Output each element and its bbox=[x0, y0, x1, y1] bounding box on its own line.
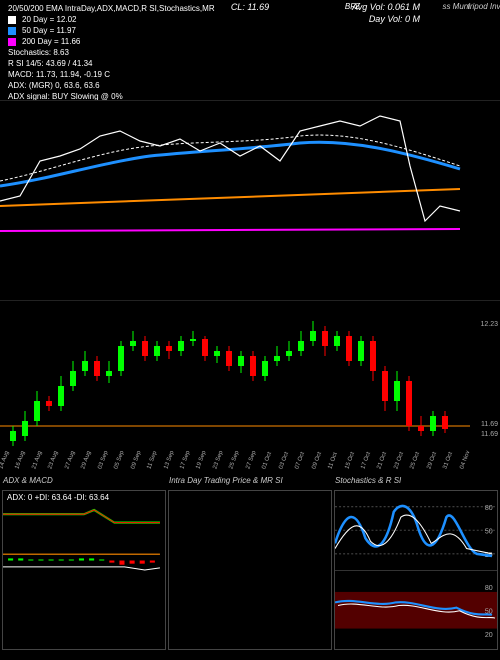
x-tick: 27 Sep bbox=[245, 467, 251, 470]
ema50-label: 50 Day = 11.97 bbox=[22, 26, 76, 35]
svg-text:80: 80 bbox=[485, 582, 493, 591]
more-text: ss Muni bbox=[442, 2, 470, 11]
x-tick: 03 Oct bbox=[278, 467, 284, 470]
rsi-label: R SI 14/5: 43.69 / 41.34 bbox=[8, 59, 93, 68]
x-tick: 05 Sep bbox=[114, 467, 120, 470]
x-tick: 25 Oct bbox=[410, 467, 416, 470]
y-tick: 12.23 bbox=[480, 321, 498, 328]
header-block: 20/50/200 EMA IntraDay,ADX,MACD,R SI,Sto… bbox=[0, 0, 500, 107]
ema20-label: 20 Day = 12.02 bbox=[22, 15, 76, 24]
close-price: CL: 11.69 bbox=[231, 2, 269, 12]
x-tick: 11 Sep bbox=[146, 467, 152, 470]
x-tick: 09 Oct bbox=[311, 467, 317, 470]
svg-text:20: 20 bbox=[485, 629, 493, 638]
x-tick: 09 Sep bbox=[130, 467, 136, 470]
macd-label: MACD: 11.73, 11.94, -0.19 C bbox=[8, 70, 110, 79]
x-tick: 16 Aug bbox=[15, 467, 21, 470]
intra-title: Intra Day Trading Price & MR SI bbox=[169, 476, 283, 485]
ema200-label: 200 Day = 11.66 bbox=[22, 37, 80, 46]
rsi-subchart: 205080 bbox=[335, 571, 497, 650]
y-tick: 11.69 bbox=[481, 421, 498, 428]
x-tick: 23 Sep bbox=[212, 467, 218, 470]
x-tick: 03 Sep bbox=[97, 467, 103, 470]
ema20-swatch bbox=[8, 16, 16, 24]
ema-chart bbox=[0, 100, 500, 260]
x-tick: 21 Oct bbox=[377, 467, 383, 470]
adx-title: ADX & MACD bbox=[3, 476, 53, 485]
x-tick: 31 Oct bbox=[443, 467, 449, 470]
x-axis: 14 Aug 16 Aug 21 Aug 23 Aug 27 Aug 29 Aug 03 S… bbox=[0, 464, 470, 470]
svg-text:80: 80 bbox=[485, 503, 493, 512]
x-tick: 17 Sep bbox=[179, 467, 185, 470]
stoch-rsi-panel: Stochastics & R SI 205080 205080 bbox=[334, 490, 498, 650]
y-tick: 11.69 bbox=[481, 431, 498, 438]
title-left: 20/50/200 EMA IntraDay,ADX,MACD,R SI,Sto… bbox=[8, 4, 215, 13]
x-tick: 17 Oct bbox=[360, 467, 366, 470]
x-tick: 15 Oct bbox=[344, 467, 350, 470]
stoch-subchart: 205080 bbox=[335, 491, 497, 571]
stoch-title: Stochastics & R SI bbox=[335, 476, 401, 485]
x-tick: 25 Sep bbox=[229, 467, 235, 470]
ema200-swatch bbox=[8, 38, 16, 46]
x-tick: 29 Aug bbox=[81, 467, 87, 470]
x-tick: 21 Aug bbox=[31, 467, 37, 470]
bottom-row: ADX & MACD ADX: 0 +DI: 63.64 -DI: 63.64 … bbox=[0, 490, 500, 650]
x-tick: 13 Sep bbox=[163, 467, 169, 470]
day-vol: Day Vol: 0 M bbox=[369, 14, 420, 24]
x-tick: 29 Oct bbox=[426, 467, 432, 470]
adx-macd-panel: ADX & MACD ADX: 0 +DI: 63.64 -DI: 63.64 bbox=[2, 490, 166, 650]
candle-chart: 12.23 11.69 11.69 14 Aug 16 Aug 21 Aug 23 Aug… bbox=[0, 300, 500, 470]
svg-text:50: 50 bbox=[485, 526, 493, 535]
x-tick: 23 Oct bbox=[393, 467, 399, 470]
adx-values: ADX: 0 +DI: 63.64 -DI: 63.64 bbox=[7, 493, 109, 502]
tripod-text: tripod Inve bbox=[468, 2, 500, 11]
avg-vol: Avg Vol: 0.061 M bbox=[352, 2, 420, 12]
x-tick: 14 Aug bbox=[0, 467, 4, 470]
adx-label: ADX: (MGR) 0, 63.6, 63.6 bbox=[8, 81, 100, 90]
ema50-swatch bbox=[8, 27, 16, 35]
stoch-label: Stochastics: 8.63 bbox=[8, 48, 69, 57]
x-tick: 27 Aug bbox=[64, 467, 70, 470]
x-tick: 04 Nov bbox=[459, 467, 465, 470]
intraday-panel: Intra Day Trading Price & MR SI bbox=[168, 490, 332, 650]
x-tick: 07 Oct bbox=[295, 467, 301, 470]
x-tick: 11 Oct bbox=[327, 467, 333, 470]
x-tick: 23 Aug bbox=[48, 467, 54, 470]
x-tick: 01 Oct bbox=[262, 467, 268, 470]
x-tick: 19 Sep bbox=[196, 467, 202, 470]
